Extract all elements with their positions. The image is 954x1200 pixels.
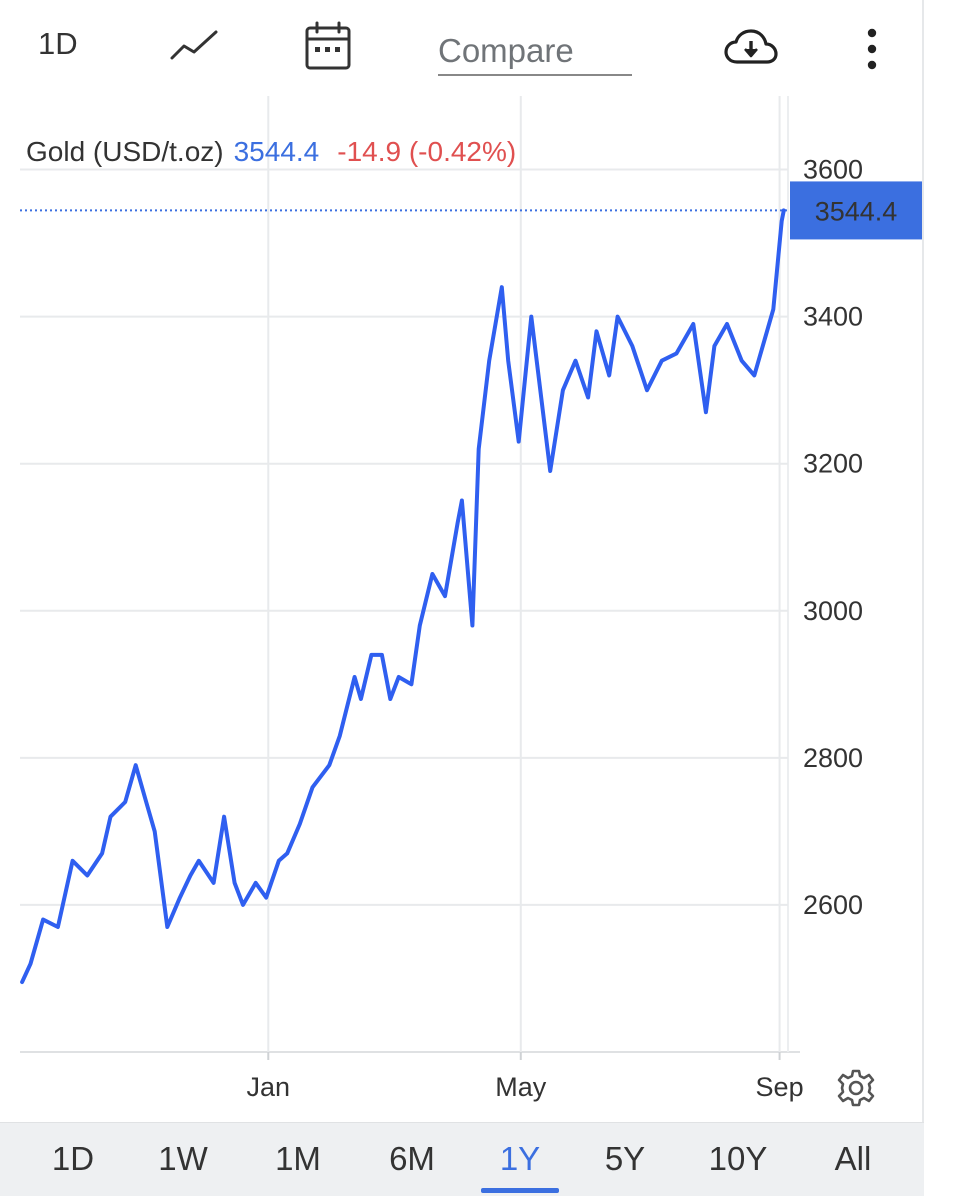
instrument-value: 3544.4 <box>233 136 320 167</box>
range-1m[interactable]: 1M <box>275 1140 321 1177</box>
chart-toolbar: 1D <box>0 0 924 96</box>
interval-selector[interactable]: 1D <box>38 26 78 61</box>
series-line <box>20 208 786 985</box>
line-chart-icon[interactable] <box>168 26 220 66</box>
y-tick-label: 2600 <box>803 890 863 920</box>
chart-legend: Gold (USD/t.oz) 3544.4 -14.9 (-0.42%) <box>26 136 516 168</box>
more-vert-icon[interactable] <box>856 26 888 72</box>
settings-gear-icon[interactable] <box>836 1068 876 1108</box>
y-tick-label: 2800 <box>803 743 863 773</box>
y-tick-label: 3200 <box>803 449 863 479</box>
x-tick-label: May <box>495 1072 547 1102</box>
range-selector: 1D 1W 1M 6M 1Y 5Y 10Y All <box>0 1122 924 1196</box>
range-6m[interactable]: 6M <box>389 1140 435 1177</box>
last-price-badge: 3544.4 <box>790 181 922 240</box>
y-axis: 2600 2800 3000 3200 3400 3600 <box>803 155 863 920</box>
y-tick-label: 3400 <box>803 302 863 332</box>
range-5y[interactable]: 5Y <box>604 1140 646 1177</box>
chart-grid <box>20 96 800 1060</box>
range-1y[interactable]: 1Y <box>474 1123 566 1195</box>
range-1d[interactable]: 1D <box>51 1140 95 1177</box>
range-10y[interactable]: 10Y <box>708 1140 768 1177</box>
cloud-download-icon[interactable] <box>722 26 780 70</box>
x-tick-label: Jan <box>247 1072 291 1102</box>
last-price-badge-bg <box>790 181 922 240</box>
calendar-icon[interactable] <box>302 20 354 72</box>
price-chart[interactable]: Jan May Sep 2600 2800 3000 3200 3400 3600 3544.… <box>0 0 924 1120</box>
instrument-change: -14.9 (-0.42%) <box>337 136 517 167</box>
compare-input[interactable] <box>438 32 632 70</box>
y-tick-label: 3000 <box>803 596 863 626</box>
x-axis: Jan May Sep <box>247 1072 804 1102</box>
range-all[interactable]: All <box>834 1140 872 1177</box>
x-tick-label: Sep <box>756 1072 804 1102</box>
range-1w[interactable]: 1W <box>158 1140 208 1177</box>
compare-field[interactable] <box>438 28 632 76</box>
y-tick-label: 3600 <box>803 155 863 185</box>
instrument-name: Gold (USD/t.oz) <box>26 136 224 167</box>
last-price-label: 3544.4 <box>815 196 898 226</box>
chart-widget <box>922 0 924 1196</box>
